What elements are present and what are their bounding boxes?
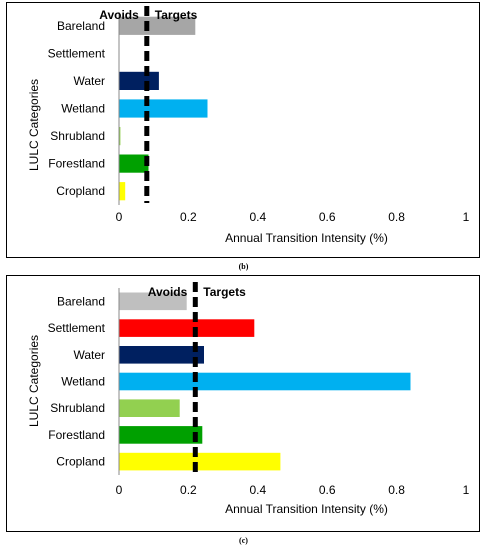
panel-b-bar-forestland <box>119 154 149 173</box>
panel-b-category-label-bareland: Bareland <box>57 19 105 33</box>
panel-c-annotation-targets: Targets <box>203 285 246 299</box>
panel-b-bar-water <box>119 71 159 90</box>
panel-b-x-tick-0.8: 0.8 <box>388 210 405 224</box>
panel-c-x-tick-1: 1 <box>463 483 470 497</box>
panel-c-category-label-forestland: Forestland <box>48 428 105 442</box>
panel-b-x-axis-title: Annual Transition Intensity (%) <box>225 231 388 245</box>
panel-c-y-axis-title: LULC Categories <box>27 335 41 427</box>
panel-c-category-label-settlement: Settlement <box>48 321 106 335</box>
panel-c-annotation-avoids: Avoids <box>148 285 188 299</box>
panel-b-x-tick-0.2: 0.2 <box>180 210 197 224</box>
panel-c-bar-forestland <box>119 426 203 444</box>
panel-c-category-label-wetland: Wetland <box>61 375 105 389</box>
panel-b-bar-bareland <box>119 16 196 35</box>
panel-b-frame <box>6 2 480 258</box>
panel-b-category-label-water: Water <box>73 74 105 88</box>
panel-c-bar-bareland <box>119 292 187 311</box>
panel-b-category-label-settlement: Settlement <box>48 46 106 60</box>
panel-b-label: (b) <box>238 262 249 271</box>
panel-c-bar-settlement <box>119 319 255 337</box>
panel-c-x-tick-0: 0 <box>116 483 123 497</box>
panel-b-x-tick-1: 1 <box>463 210 470 224</box>
panel-c-bar-water <box>119 346 204 364</box>
panel-b-bar-wetland <box>119 99 208 118</box>
panel-c-x-axis-title: Annual Transition Intensity (%) <box>225 502 388 516</box>
panel-b-category-label-forestland: Forestland <box>48 157 105 171</box>
panel-b-bar-cropland <box>119 182 126 201</box>
panel-b-y-axis-title: LULC Categories <box>27 79 41 171</box>
panel-c-category-label-water: Water <box>73 348 105 362</box>
panel-b-category-label-cropland: Cropland <box>56 184 105 198</box>
panel-b-x-tick-0.6: 0.6 <box>319 210 336 224</box>
panel-c-x-tick-0.2: 0.2 <box>180 483 197 497</box>
panel-b-x-tick-0: 0 <box>116 210 123 224</box>
panel-c-category-label-cropland: Cropland <box>56 455 105 469</box>
panel-c-frame <box>6 275 480 532</box>
panel-c-label: (c) <box>239 536 248 545</box>
panel-c-x-tick-0.4: 0.4 <box>249 483 266 497</box>
panel-c-bar-shrubland <box>119 399 180 417</box>
panel-c-category-label-bareland: Bareland <box>57 294 105 308</box>
panel-c-bar-cropland <box>119 452 281 471</box>
panel-c-x-tick-0.8: 0.8 <box>388 483 405 497</box>
panel-b-x-tick-0.4: 0.4 <box>249 210 266 224</box>
panel-b-annotation-targets: Targets <box>155 8 198 22</box>
panel-b-category-label-wetland: Wetland <box>61 102 105 116</box>
panel-b-annotation-avoids: Avoids <box>99 8 139 22</box>
panel-c-bar-wetland <box>119 372 411 391</box>
panel-c-x-tick-0.6: 0.6 <box>319 483 336 497</box>
panel-b-bar-shrubland <box>119 127 121 146</box>
panel-c-category-label-shrubland: Shrubland <box>50 401 105 415</box>
panel-b-category-label-shrubland: Shrubland <box>50 129 105 143</box>
